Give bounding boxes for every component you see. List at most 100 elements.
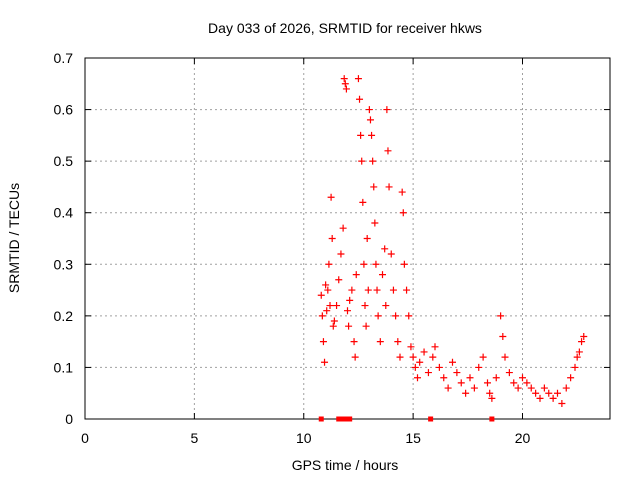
data-point: [337, 250, 345, 258]
data-point: [409, 353, 417, 361]
y-tick-label: 0.7: [54, 50, 74, 66]
data-point: [400, 260, 408, 268]
data-point: [366, 116, 374, 124]
data-point: [470, 384, 478, 392]
data-point: [578, 338, 586, 346]
plot-frame: [84, 57, 611, 420]
data-point: [329, 322, 337, 330]
zero-marker: [489, 416, 495, 422]
data-point: [440, 374, 448, 382]
data-point: [411, 363, 419, 371]
data-point: [392, 312, 400, 320]
data-point: [488, 394, 496, 402]
y-tick-label: 0.3: [54, 256, 74, 272]
data-point: [405, 312, 413, 320]
data-point: [317, 291, 325, 299]
data-point: [326, 302, 334, 310]
zero-marker: [318, 416, 324, 422]
zero-marker: [340, 416, 346, 422]
data-point: [373, 286, 381, 294]
data-point: [359, 198, 367, 206]
data-point: [387, 250, 395, 258]
data-point: [573, 353, 581, 361]
data-point: [342, 85, 350, 93]
data-point: [348, 286, 356, 294]
data-point: [554, 389, 561, 397]
data-point: [354, 75, 362, 83]
data-point: [558, 400, 566, 408]
data-point: [345, 322, 353, 330]
data-point: [571, 363, 579, 371]
data-point: [374, 312, 382, 320]
x-tick-label: 5: [190, 430, 198, 446]
data-point: [357, 131, 365, 139]
data-point: [575, 348, 583, 356]
data-point: [362, 322, 370, 330]
data-point: [567, 374, 575, 382]
data-point: [350, 338, 358, 346]
x-tick-label: 15: [405, 430, 421, 446]
data-point: [562, 384, 570, 392]
data-point: [420, 348, 428, 356]
data-point: [486, 389, 494, 397]
data-point: [435, 363, 443, 371]
data-point: [319, 338, 327, 346]
data-point: [371, 219, 379, 227]
data-point: [389, 286, 397, 294]
y-tick-label: 0.1: [54, 359, 74, 375]
data-point: [376, 338, 384, 346]
data-point: [333, 302, 341, 310]
data-point: [497, 312, 505, 320]
data-series: [317, 75, 588, 422]
data-point: [369, 157, 377, 165]
data-point: [364, 286, 372, 294]
data-point: [335, 276, 343, 284]
data-point: [501, 353, 509, 361]
data-point: [370, 183, 378, 191]
data-point: [527, 384, 535, 392]
data-point: [368, 131, 376, 139]
y-tick-label: 0.2: [54, 308, 74, 324]
axis-ticks: 0 5 10 15 20 0 0.1 0.2 0.3 0.4 0.5 0.6 0.7: [54, 50, 610, 446]
data-point: [424, 369, 432, 377]
data-point: [341, 80, 349, 88]
zero-marker: [428, 416, 434, 422]
data-point: [322, 281, 330, 289]
data-point: [580, 332, 588, 340]
data-point: [545, 389, 553, 397]
data-point: [414, 374, 421, 382]
data-point: [431, 343, 439, 351]
data-point: [363, 235, 371, 242]
data-point: [372, 260, 380, 268]
data-point: [318, 312, 326, 320]
data-point: [396, 353, 404, 361]
y-tick-label: 0.5: [54, 153, 74, 169]
data-point: [429, 353, 437, 361]
zero-marker: [347, 416, 353, 422]
data-point: [479, 353, 487, 361]
data-point: [449, 358, 456, 366]
data-point: [407, 343, 415, 351]
grid: [85, 58, 610, 419]
y-axis-label: SRMTID / TECUs: [6, 183, 22, 293]
data-point: [403, 286, 411, 294]
data-point: [466, 374, 474, 382]
data-point: [532, 389, 540, 397]
y-tick-label: 0.4: [54, 205, 74, 221]
data-point: [383, 106, 391, 114]
data-point: [321, 358, 329, 366]
data-point: [484, 379, 491, 387]
data-point: [505, 369, 513, 377]
data-point: [519, 374, 526, 382]
data-point: [361, 302, 369, 310]
data-point: [339, 224, 347, 232]
data-point: [323, 307, 331, 315]
data-point: [365, 106, 373, 114]
data-point: [416, 358, 424, 366]
data-point: [381, 245, 389, 253]
data-point: [325, 260, 333, 268]
x-axis-label: GPS time / hours: [292, 457, 399, 473]
x-tick-label: 20: [515, 430, 531, 446]
data-point: [330, 317, 338, 325]
